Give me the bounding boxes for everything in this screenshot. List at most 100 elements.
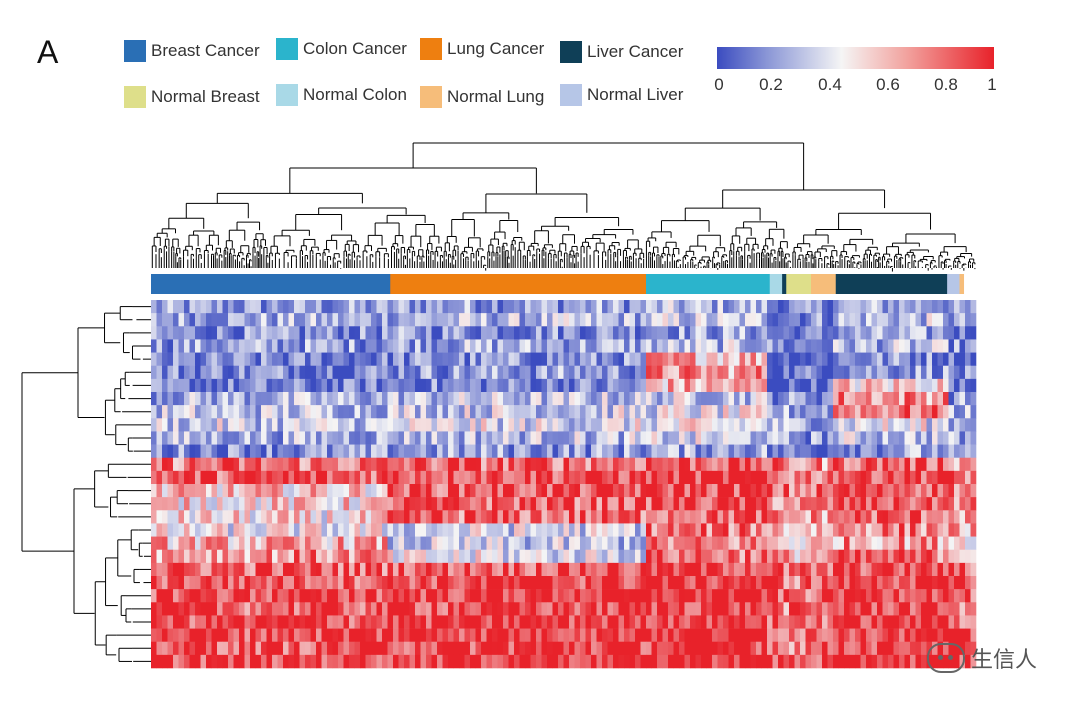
heatmap-cell (816, 549, 823, 564)
heatmap-cell (470, 339, 476, 353)
heatmap-cell (618, 378, 625, 393)
heatmap-cell (954, 549, 960, 564)
heatmap-cell (569, 470, 575, 485)
heatmap-cell (442, 444, 449, 459)
heatmap-cell (849, 405, 856, 419)
heatmap-cell (783, 470, 790, 485)
heatmap-cell (712, 484, 718, 498)
heatmap-cell (343, 444, 350, 459)
heatmap-cell (651, 536, 658, 551)
heatmap-cell (756, 378, 762, 393)
heatmap-cell (277, 313, 284, 327)
heatmap-cell (431, 392, 438, 406)
colorbar-tick: 0.6 (876, 75, 900, 94)
heatmap-cell (525, 549, 531, 564)
heatmap-cell (453, 444, 460, 459)
heatmap-cell (151, 418, 157, 432)
heatmap-cell (662, 378, 669, 393)
heatmap-cell (690, 510, 696, 524)
heatmap-cell (398, 326, 405, 340)
heatmap-cell (574, 457, 581, 472)
heatmap-cell (910, 484, 916, 498)
heatmap-cell (728, 339, 735, 353)
heatmap-cell (805, 444, 812, 459)
heatmap-cell (772, 405, 779, 419)
heatmap-cell (266, 484, 273, 498)
heatmap-cell (228, 378, 234, 393)
heatmap-cell (206, 313, 212, 327)
heatmap-cell (954, 352, 960, 367)
heatmap-cell (387, 562, 394, 577)
heatmap-cell (459, 549, 465, 564)
heatmap-cell (354, 457, 361, 472)
heatmap-cell (464, 378, 471, 393)
heatmap-cell (398, 418, 405, 432)
heatmap-cell (635, 300, 641, 314)
heatmap-cell (723, 523, 729, 537)
heatmap-cell (866, 536, 872, 551)
heatmap-cell (827, 431, 834, 445)
heatmap-cell (371, 339, 377, 353)
heatmap-cell (833, 378, 839, 393)
heatmap-cell (327, 418, 333, 432)
heatmap-cell (530, 510, 537, 524)
heatmap-cell (536, 497, 542, 511)
heatmap-cell (860, 352, 867, 367)
heatmap-cell (250, 444, 256, 459)
heatmap-cell (503, 405, 509, 419)
heatmap-cell (398, 300, 405, 314)
heatmap-cell (382, 444, 388, 459)
heatmap-cell (552, 418, 559, 432)
heatmap-cell (684, 405, 691, 419)
heatmap-cell (640, 484, 647, 498)
heatmap-cell (195, 326, 201, 340)
heatmap-cell (970, 484, 977, 498)
heatmap-cell (552, 457, 559, 472)
heatmap-cell (552, 313, 559, 327)
heatmap-cell (470, 470, 476, 485)
heatmap-cell (959, 326, 966, 340)
heatmap-cell (915, 536, 922, 551)
heatmap-cell (431, 326, 438, 340)
heatmap-cell (360, 339, 366, 353)
heatmap-cell (250, 431, 256, 445)
heatmap-cell (563, 457, 570, 472)
heatmap-cell (970, 405, 977, 419)
heatmap-cell (734, 300, 740, 314)
heatmap-cell (437, 562, 443, 577)
heatmap-cell (877, 339, 883, 353)
heatmap-cell (156, 536, 163, 551)
heatmap-cell (937, 523, 944, 537)
heatmap-cell (629, 510, 636, 524)
heatmap-cell (745, 418, 751, 432)
heatmap-cell (717, 431, 724, 445)
heatmap-cell (288, 378, 295, 393)
heatmap-cell (591, 352, 597, 367)
heatmap-cell (195, 339, 201, 353)
heatmap-cell (838, 365, 845, 380)
heatmap-cell (255, 405, 262, 419)
heatmap-cell (426, 549, 432, 564)
heatmap-cell (519, 431, 526, 445)
heatmap-cell (470, 536, 476, 551)
heatmap-cell (525, 365, 531, 380)
heatmap-cell (448, 562, 454, 577)
heatmap-cell (244, 418, 251, 432)
heatmap-cell (624, 470, 630, 485)
heatmap-cell (607, 418, 614, 432)
heatmap-cell (695, 392, 702, 406)
heatmap-cell (305, 418, 311, 432)
heatmap-cell (783, 418, 790, 432)
heatmap-cell (162, 523, 168, 537)
heatmap-cell (948, 444, 955, 459)
heatmap-cell (629, 313, 636, 327)
heatmap-cell (497, 339, 504, 353)
heatmap-cell (904, 484, 911, 498)
heatmap-cell (288, 300, 295, 314)
heatmap-cell (470, 352, 476, 367)
heatmap-cell (778, 352, 784, 367)
heatmap-cell (288, 365, 295, 380)
heatmap-cell (690, 444, 696, 459)
heatmap-cell (536, 523, 542, 537)
heatmap-cell (184, 536, 190, 551)
